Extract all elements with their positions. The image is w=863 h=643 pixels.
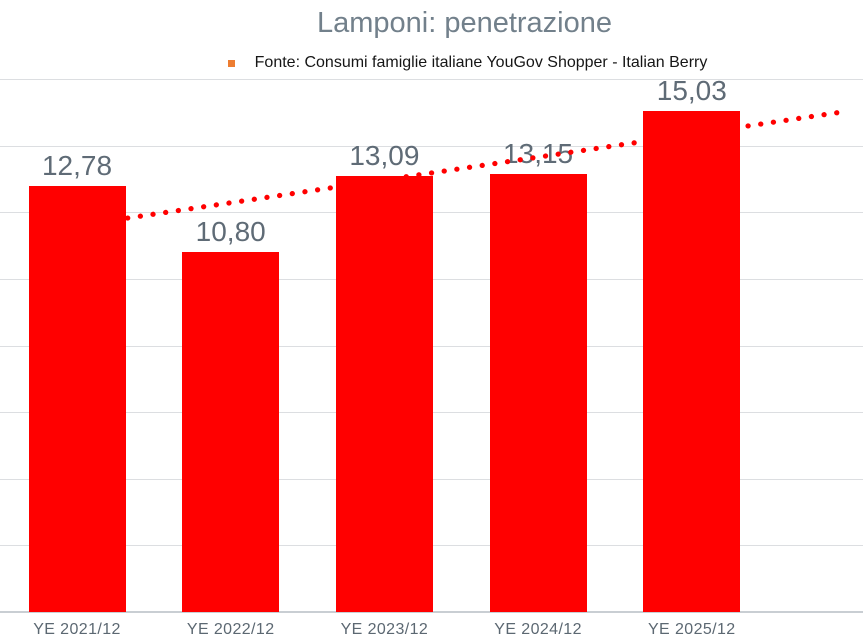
category-label: YE 2024/12 [494, 621, 582, 638]
data-label: 15,03 [656, 75, 727, 107]
chart-legend: Fonte: Consumi famiglie italiane YouGov … [72, 53, 863, 73]
legend-marker-icon [227, 59, 235, 67]
bar [335, 175, 433, 612]
chart-title: Lamponi: penetrazione [316, 7, 613, 39]
gridline [0, 79, 863, 80]
data-label: 13,09 [349, 139, 420, 171]
category-label: YE 2023/12 [340, 621, 429, 638]
category-label: YE 2021/12 [33, 621, 121, 638]
bar [643, 111, 741, 612]
legend-label: Fonte: Consumi famiglie italiane YouGov … [254, 54, 708, 71]
category-label: YE 2022/12 [186, 621, 275, 638]
bar [182, 252, 280, 612]
data-label: 13,15 [503, 137, 574, 169]
bar [489, 173, 587, 612]
data-label: 12,78 [41, 150, 113, 182]
data-label: 10,80 [195, 216, 266, 248]
bar [28, 186, 126, 612]
category-axis-line [0, 611, 863, 613]
category-label: YE 2025/12 [647, 621, 736, 638]
